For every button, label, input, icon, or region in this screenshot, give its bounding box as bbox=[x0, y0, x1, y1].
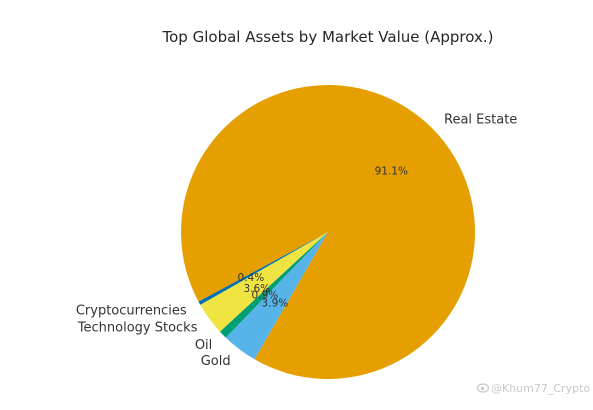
pie-slice-oil bbox=[219, 232, 328, 338]
pie-slice-cryptocurrencies bbox=[198, 232, 328, 305]
pie-slice-real-estate bbox=[181, 85, 476, 380]
pie-slice-gold bbox=[225, 232, 328, 360]
chart-title: Top Global Assets by Market Value (Appro… bbox=[162, 28, 494, 46]
watermark-text: @Khum77_Crypto bbox=[491, 382, 590, 395]
category-label: Technology Stocks bbox=[77, 321, 198, 336]
percent-label: 0.4% bbox=[238, 272, 265, 284]
category-label: Gold bbox=[201, 354, 231, 369]
percent-label: 0.9% bbox=[252, 290, 279, 302]
weibo-icon bbox=[476, 383, 490, 393]
pie-slice-technology-stocks bbox=[200, 232, 328, 332]
category-label: Real Estate bbox=[444, 112, 517, 127]
percent-label: 91.1% bbox=[375, 166, 408, 178]
percent-label: 3.9% bbox=[262, 297, 289, 309]
category-label: Cryptocurrencies bbox=[76, 303, 187, 318]
watermark: @Khum77_Crypto bbox=[476, 382, 590, 395]
pie-slices bbox=[181, 85, 476, 380]
pie-labels: Real Estate 91.1% Cryptocurrencies 0.4% Tech… bbox=[76, 112, 517, 369]
category-label: Oil bbox=[195, 338, 212, 353]
percent-label: 3.6% bbox=[243, 283, 270, 295]
